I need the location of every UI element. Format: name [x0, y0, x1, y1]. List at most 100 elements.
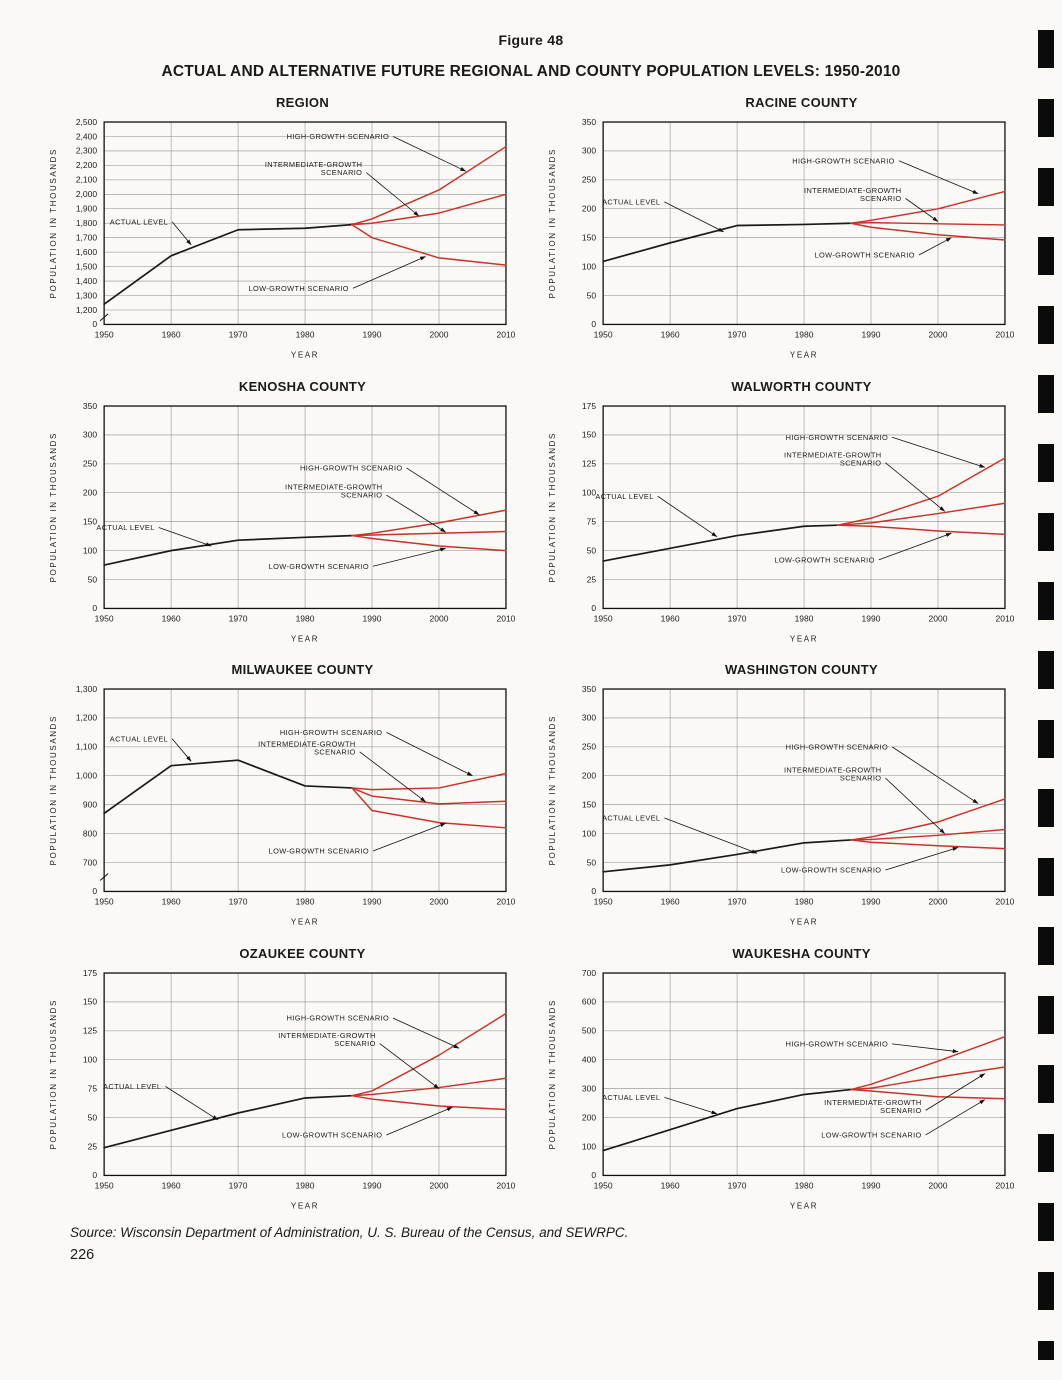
chart-plot: 1950 1960 1970 1980 1990 2000 2010 0 50 100 150 200… [49, 400, 516, 643]
svg-text:2,100: 2,100 [76, 175, 98, 185]
svg-text:175: 175 [582, 400, 596, 410]
svg-text:300: 300 [582, 146, 596, 156]
svg-text:100: 100 [582, 828, 596, 838]
svg-text:1,000: 1,000 [76, 771, 98, 781]
svg-text:175: 175 [83, 967, 97, 977]
svg-text:1960: 1960 [162, 613, 181, 623]
chart-racine-county: RACINE COUNTY 1950 1960 1970 1980 1990 2000 20… [545, 89, 1018, 361]
svg-text:1970: 1970 [728, 1180, 747, 1190]
svg-text:2,300: 2,300 [76, 146, 98, 156]
page-number: 226 [70, 1247, 95, 1264]
svg-text:1980: 1980 [296, 896, 315, 906]
svg-text:25: 25 [587, 574, 597, 584]
svg-text:ACTUAL LEVEL: ACTUAL LEVEL [595, 491, 653, 500]
svg-text:200: 200 [582, 771, 596, 781]
chart-canvas: 1950 1960 1970 1980 1990 2000 2010 0 700 800 900 1,… [46, 679, 519, 928]
svg-text:150: 150 [582, 800, 596, 810]
svg-text:1,700: 1,700 [76, 232, 98, 242]
svg-text:1970: 1970 [728, 329, 747, 339]
chart-title-racine: RACINE COUNTY [745, 95, 858, 110]
svg-text:300: 300 [582, 713, 596, 723]
chart-title-walworth: WALWORTH COUNTY [731, 378, 872, 394]
svg-text:125: 125 [582, 458, 596, 468]
svg-text:1990: 1990 [363, 896, 382, 906]
svg-text:1960: 1960 [661, 1180, 680, 1190]
svg-text:125: 125 [83, 1025, 97, 1035]
svg-text:YEAR: YEAR [291, 634, 319, 643]
page-title: ACTUAL AND ALTERNATIVE FUTURE REGIONAL A… [161, 63, 901, 80]
svg-text:1980: 1980 [296, 1180, 315, 1190]
svg-text:ACTUAL LEVEL: ACTUAL LEVEL [110, 734, 168, 743]
svg-text:1960: 1960 [661, 329, 680, 339]
svg-text:SCENARIO: SCENARIO [860, 194, 902, 203]
svg-text:2,400: 2,400 [76, 131, 98, 141]
svg-text:YEAR: YEAR [790, 918, 818, 927]
svg-text:POPULATION IN THOUSANDS: POPULATION IN THOUSANDS [49, 432, 58, 582]
svg-text:1950: 1950 [95, 896, 114, 906]
chart-plot: 1950 1960 1970 1980 1990 2000 2010 0 50 100 150 200… [548, 684, 1015, 927]
chart-plot: 1950 1960 1970 1980 1990 2000 2010 0 700 800 900 1,… [49, 684, 516, 927]
svg-text:300: 300 [582, 1083, 596, 1093]
svg-text:1980: 1980 [296, 329, 315, 339]
figure-label: Figure 48 [498, 32, 564, 48]
svg-text:ACTUAL LEVEL: ACTUAL LEVEL [110, 217, 168, 226]
svg-text:2000: 2000 [430, 1180, 449, 1190]
svg-text:YEAR: YEAR [291, 1201, 319, 1210]
svg-text:200: 200 [83, 487, 97, 497]
svg-text:0: 0 [591, 319, 596, 329]
svg-text:50: 50 [587, 290, 597, 300]
svg-text:900: 900 [83, 800, 97, 810]
svg-text:1950: 1950 [594, 896, 613, 906]
svg-text:INTERMEDIATE-GROWTH: INTERMEDIATE-GROWTH [285, 482, 382, 491]
svg-text:SCENARIO: SCENARIO [880, 1106, 922, 1115]
chart-canvas: 1950 1960 1970 1980 1990 2000 2010 0 100 200 300 40… [545, 963, 1018, 1212]
svg-text:SCENARIO: SCENARIO [314, 747, 355, 756]
svg-text:1,200: 1,200 [76, 305, 98, 315]
svg-text:INTERMEDIATE-GROWTH: INTERMEDIATE-GROWTH [784, 766, 881, 775]
svg-text:1980: 1980 [795, 613, 814, 623]
chart-ozaukee-county: OZAUKEE COUNTY 1950 1960 1970 1980 1990 2000 2… [46, 940, 519, 1212]
charts-grid: REGION 1950 1960 1970 1980 1990 2000 2010 0 1,20… [46, 89, 1018, 1211]
svg-text:50: 50 [587, 857, 597, 867]
svg-text:1950: 1950 [95, 1180, 114, 1190]
svg-text:LOW-GROWTH SCENARIO: LOW-GROWTH SCENARIO [269, 847, 369, 856]
svg-text:100: 100 [83, 545, 97, 555]
svg-text:POPULATION IN THOUSANDS: POPULATION IN THOUSANDS [548, 148, 557, 298]
chart-canvas: 1950 1960 1970 1980 1990 2000 2010 0 50 100 150 200… [545, 679, 1018, 928]
svg-text:350: 350 [582, 684, 596, 694]
svg-text:25: 25 [88, 1141, 98, 1151]
svg-text:HIGH-GROWTH SCENARIO: HIGH-GROWTH SCENARIO [300, 463, 402, 472]
chart-kenosha-county: KENOSHA COUNTY 1950 1960 1970 1980 1990 2000 2… [46, 373, 519, 645]
svg-text:2,200: 2,200 [76, 160, 98, 170]
svg-text:HIGH-GROWTH SCENARIO: HIGH-GROWTH SCENARIO [786, 1039, 888, 1048]
svg-text:1950: 1950 [594, 1180, 613, 1190]
svg-text:2000: 2000 [929, 1180, 948, 1190]
svg-text:1980: 1980 [795, 1180, 814, 1190]
chart-washington-county: WASHINGTON COUNTY 1950 1960 1970 1980 1990 20… [545, 656, 1018, 928]
chart-plot: 1950 1960 1970 1980 1990 2000 2010 0 50 100 150 200… [548, 117, 1015, 360]
svg-text:150: 150 [83, 996, 97, 1006]
svg-text:600: 600 [582, 996, 596, 1006]
chart-title-ozaukee: OZAUKEE COUNTY [239, 945, 366, 961]
svg-text:2000: 2000 [929, 613, 948, 623]
svg-text:1970: 1970 [229, 1180, 248, 1190]
chart-title-kenosha: KENOSHA COUNTY [238, 378, 367, 394]
svg-text:1970: 1970 [728, 896, 747, 906]
svg-text:2000: 2000 [929, 896, 948, 906]
svg-text:50: 50 [587, 545, 597, 555]
svg-text:250: 250 [582, 175, 596, 185]
svg-text:LOW-GROWTH SCENARIO: LOW-GROWTH SCENARIO [249, 284, 349, 293]
chart-plot: 1950 1960 1970 1980 1990 2000 2010 0 25 50 75 100 12… [548, 400, 1015, 643]
svg-text:LOW-GROWTH SCENARIO: LOW-GROWTH SCENARIO [269, 561, 369, 570]
svg-text:POPULATION IN THOUSANDS: POPULATION IN THOUSANDS [548, 432, 557, 582]
source-citation: Source: Wisconsin Department of Administ… [70, 1225, 629, 1241]
svg-text:1960: 1960 [661, 896, 680, 906]
svg-text:100: 100 [83, 1054, 97, 1064]
svg-text:LOW-GROWTH SCENARIO: LOW-GROWTH SCENARIO [781, 866, 881, 875]
svg-text:YEAR: YEAR [790, 351, 818, 360]
chart-title-region: REGION [275, 95, 330, 110]
chart-title-washington: WASHINGTON COUNTY [725, 662, 878, 678]
svg-text:1,200: 1,200 [76, 713, 98, 723]
svg-text:1,300: 1,300 [76, 290, 98, 300]
svg-text:2010: 2010 [497, 1180, 516, 1190]
